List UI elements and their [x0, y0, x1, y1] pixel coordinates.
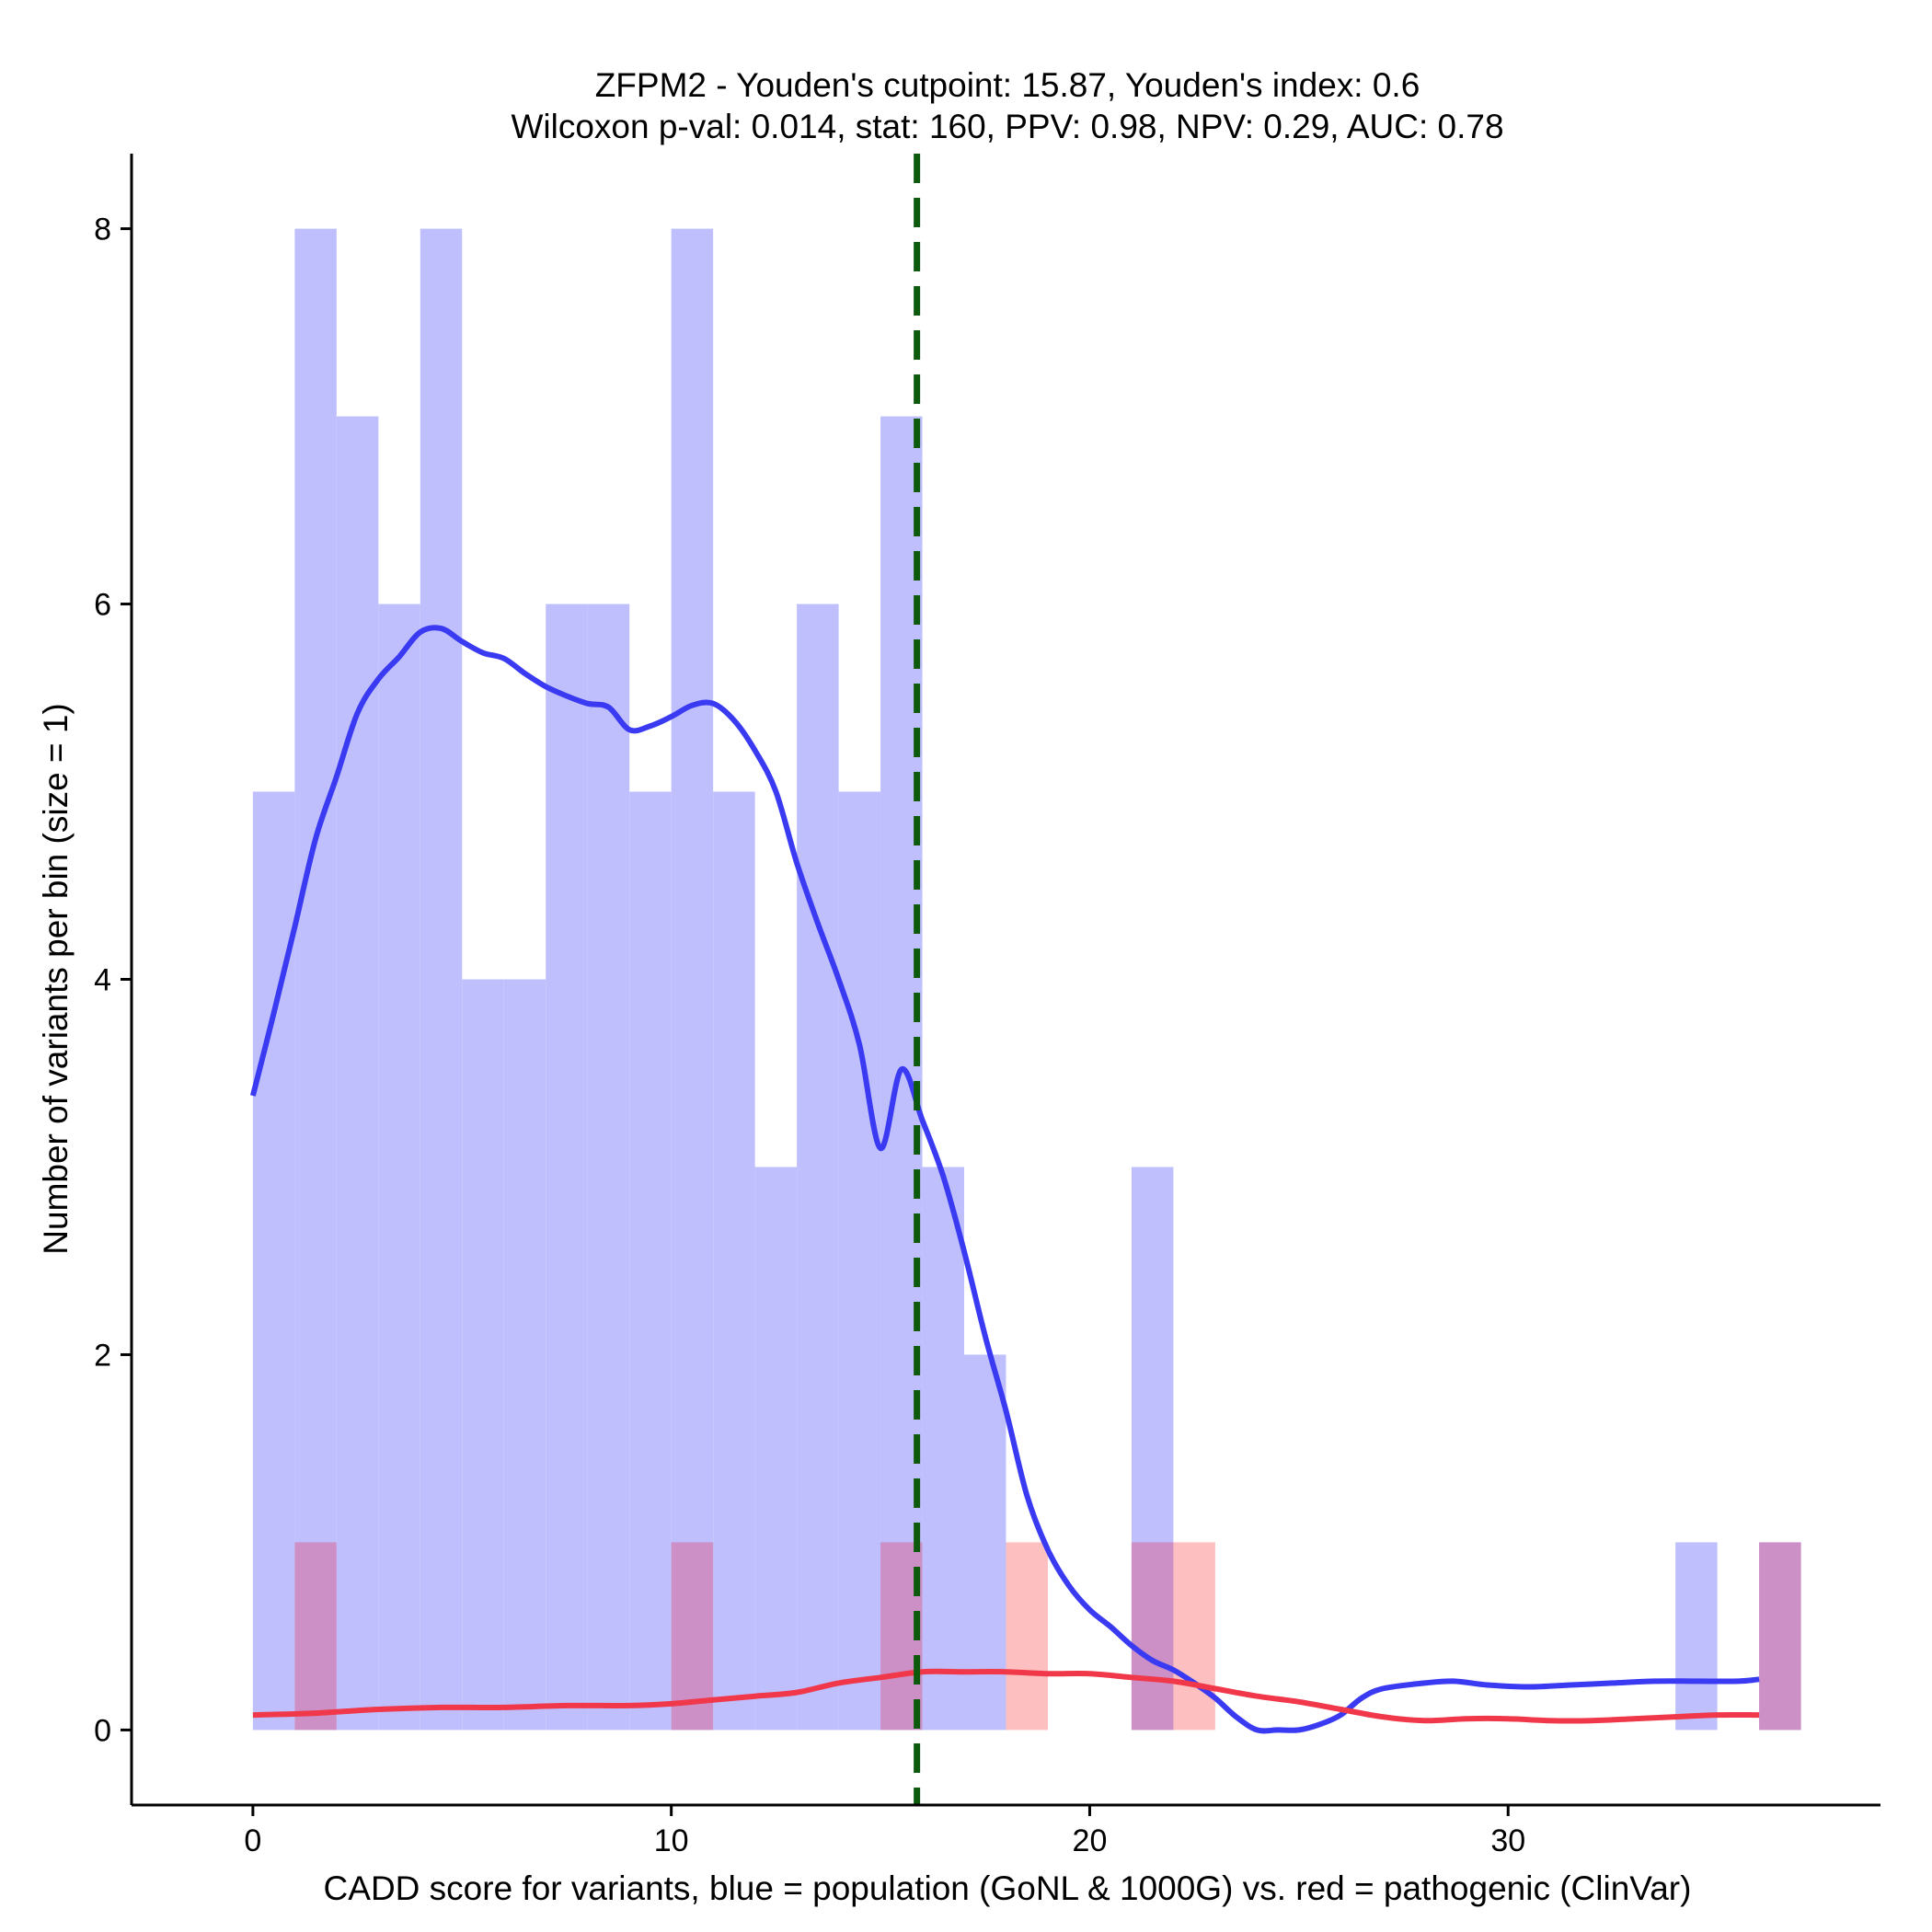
y-tick-label: 8 — [94, 213, 111, 247]
x-tick-label: 30 — [1490, 1823, 1525, 1858]
population-bar — [462, 979, 504, 1731]
x-tick-label: 10 — [654, 1823, 689, 1858]
pathogenic-density-line — [252, 1668, 1760, 1724]
y-axis-label: Number of variants per bin (size = 1) — [37, 703, 75, 1254]
overlap-bar — [294, 1542, 337, 1731]
y-tick-label: 4 — [94, 963, 111, 998]
x-tick-label: 20 — [1073, 1823, 1108, 1858]
density-lines — [249, 625, 1760, 1734]
population-bar — [503, 979, 546, 1731]
x-tick-label: 0 — [244, 1823, 261, 1858]
population-bar — [964, 1354, 1006, 1731]
population-bar — [294, 228, 337, 1731]
x-axis-label: CADD score for variants, blue = populati… — [324, 1869, 1692, 1907]
overlap-bar — [1759, 1542, 1801, 1731]
overlap-bar — [1131, 1542, 1174, 1731]
population-bar — [922, 1167, 965, 1731]
population-bar — [797, 604, 839, 1731]
population-bar — [546, 604, 588, 1731]
population-bar — [754, 1167, 798, 1731]
chart-title-line2: Wilcoxon p-val: 0.014, stat: 160, PPV: 0… — [511, 108, 1503, 145]
x-axis-ticks: 0 10 20 30 — [244, 1805, 1525, 1858]
population-bar — [671, 228, 714, 1731]
population-bar — [629, 791, 672, 1731]
y-axis-ticks: 0 2 4 6 8 — [94, 213, 132, 1748]
pathogenic-bar — [1173, 1542, 1215, 1731]
y-tick-label: 0 — [94, 1713, 111, 1748]
y-tick-label: 6 — [94, 588, 111, 623]
population-bar — [252, 791, 295, 1731]
population-density-line — [249, 625, 1760, 1734]
population-bar — [420, 228, 463, 1731]
population-bar — [1675, 1542, 1718, 1731]
chart-title-line1: ZFPM2 - Youden's cutpoint: 15.87, Youden… — [595, 66, 1420, 104]
population-bar — [378, 604, 420, 1731]
population-bar — [713, 791, 755, 1731]
y-tick-label: 2 — [94, 1338, 111, 1373]
population-bar — [838, 791, 881, 1731]
pathogenic-bar — [1006, 1542, 1048, 1731]
pathogenic-bars — [1006, 1542, 1215, 1731]
population-bar — [587, 604, 630, 1731]
population-bar — [336, 416, 379, 1731]
overlap-bars — [294, 1542, 1801, 1731]
